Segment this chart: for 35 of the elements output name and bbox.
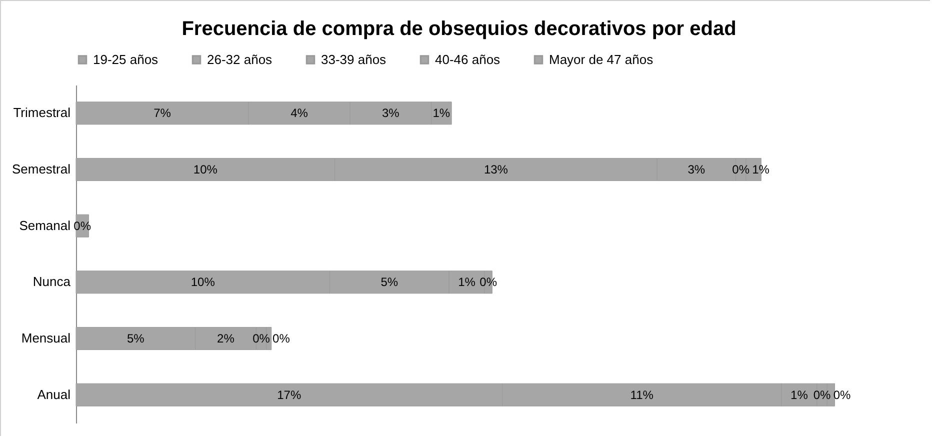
data-label: 10% (193, 162, 218, 176)
data-label: 0% (813, 388, 832, 402)
y-tick-label: Mensual (21, 330, 71, 346)
data-label: 1% (752, 162, 770, 176)
legend-label: 33-39 años (321, 52, 387, 67)
data-label: 0% (272, 332, 290, 346)
data-label: 1% (790, 388, 808, 402)
data-label: 0% (480, 275, 498, 290)
data-label: 0% (833, 388, 851, 402)
y-tick-label: Nunca (32, 274, 72, 290)
legend-label: 19-25 años (93, 52, 159, 67)
y-tick-label: Semanal (19, 218, 71, 233)
data-label: 1% (458, 275, 476, 290)
legend-label: 40-46 años (435, 52, 501, 67)
data-label: 10% (190, 275, 216, 290)
legend-label: Mayor de 47 años (549, 52, 654, 67)
data-label: 17% (277, 388, 302, 402)
data-label: 1% (432, 106, 450, 120)
data-label: 5% (126, 332, 145, 346)
data-label: 0% (732, 162, 750, 176)
data-label: 11% (630, 388, 654, 402)
data-label: 0% (74, 218, 92, 233)
legend-label: 26-32 años (207, 52, 273, 67)
data-label: 0% (252, 332, 270, 346)
data-label: 7% (154, 106, 172, 120)
chart-title: Frecuencia de compra de obsequios decorativos por edad (182, 18, 736, 40)
y-tick-label: Semestral (12, 162, 71, 176)
data-label: 5% (380, 275, 398, 290)
data-label: 3% (382, 106, 400, 120)
data-label: 13% (484, 162, 508, 176)
data-label: 3% (688, 162, 706, 176)
y-tick-label: Anual (37, 386, 71, 402)
y-tick-label: Trimestral (13, 105, 71, 120)
data-label: 2% (217, 332, 235, 346)
data-label: 4% (290, 106, 308, 120)
